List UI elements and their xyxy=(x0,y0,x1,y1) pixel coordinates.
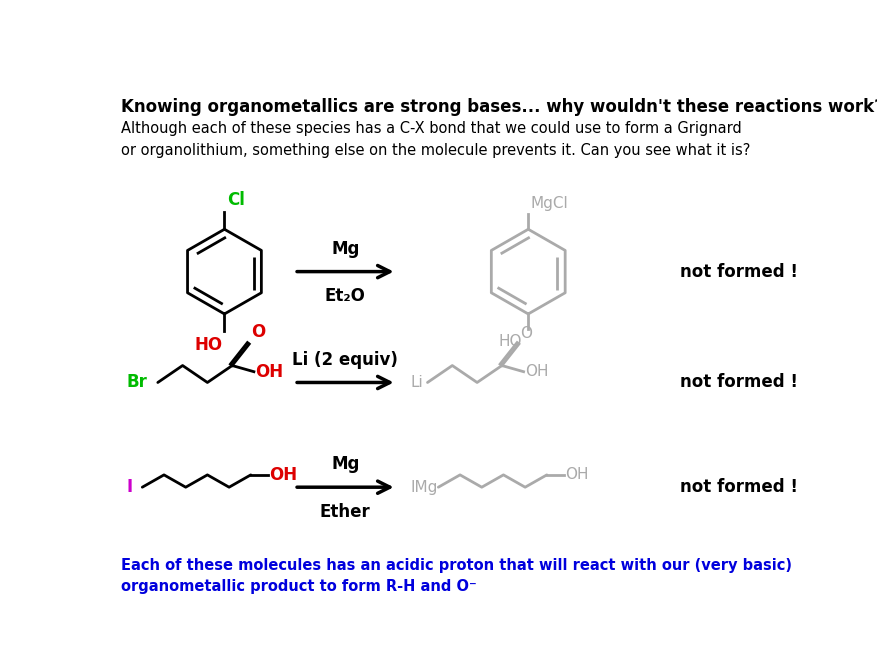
Text: not formed !: not formed ! xyxy=(680,478,797,496)
Text: OH: OH xyxy=(524,364,548,379)
Text: O: O xyxy=(520,326,531,341)
Text: Li: Li xyxy=(410,375,423,390)
Text: not formed !: not formed ! xyxy=(680,374,797,392)
Text: not formed !: not formed ! xyxy=(680,263,797,281)
Text: OH: OH xyxy=(255,363,283,381)
Text: Mg: Mg xyxy=(331,456,359,473)
Text: Mg: Mg xyxy=(331,240,359,258)
Text: Although each of these species has a C-X bond that we could use to form a Grigna: Although each of these species has a C-X… xyxy=(120,121,749,158)
Text: HO: HO xyxy=(195,335,223,353)
Text: Cl: Cl xyxy=(226,192,245,209)
Text: Knowing organometallics are strong bases... why wouldn't these reactions work?: Knowing organometallics are strong bases… xyxy=(120,97,877,116)
Text: OH: OH xyxy=(269,466,297,484)
Text: Br: Br xyxy=(126,374,147,392)
Text: Ether: Ether xyxy=(319,503,370,521)
Text: Each of these molecules has an acidic proton that will react with our (very basi: Each of these molecules has an acidic pr… xyxy=(120,558,791,594)
Text: Li (2 equiv): Li (2 equiv) xyxy=(292,351,398,369)
Text: IMg: IMg xyxy=(410,480,438,495)
Text: OH: OH xyxy=(565,468,588,482)
Text: I: I xyxy=(126,478,132,496)
Text: HO: HO xyxy=(498,334,522,349)
Text: MgCl: MgCl xyxy=(530,196,567,211)
Text: Et₂O: Et₂O xyxy=(324,287,366,305)
Text: O: O xyxy=(251,323,265,341)
